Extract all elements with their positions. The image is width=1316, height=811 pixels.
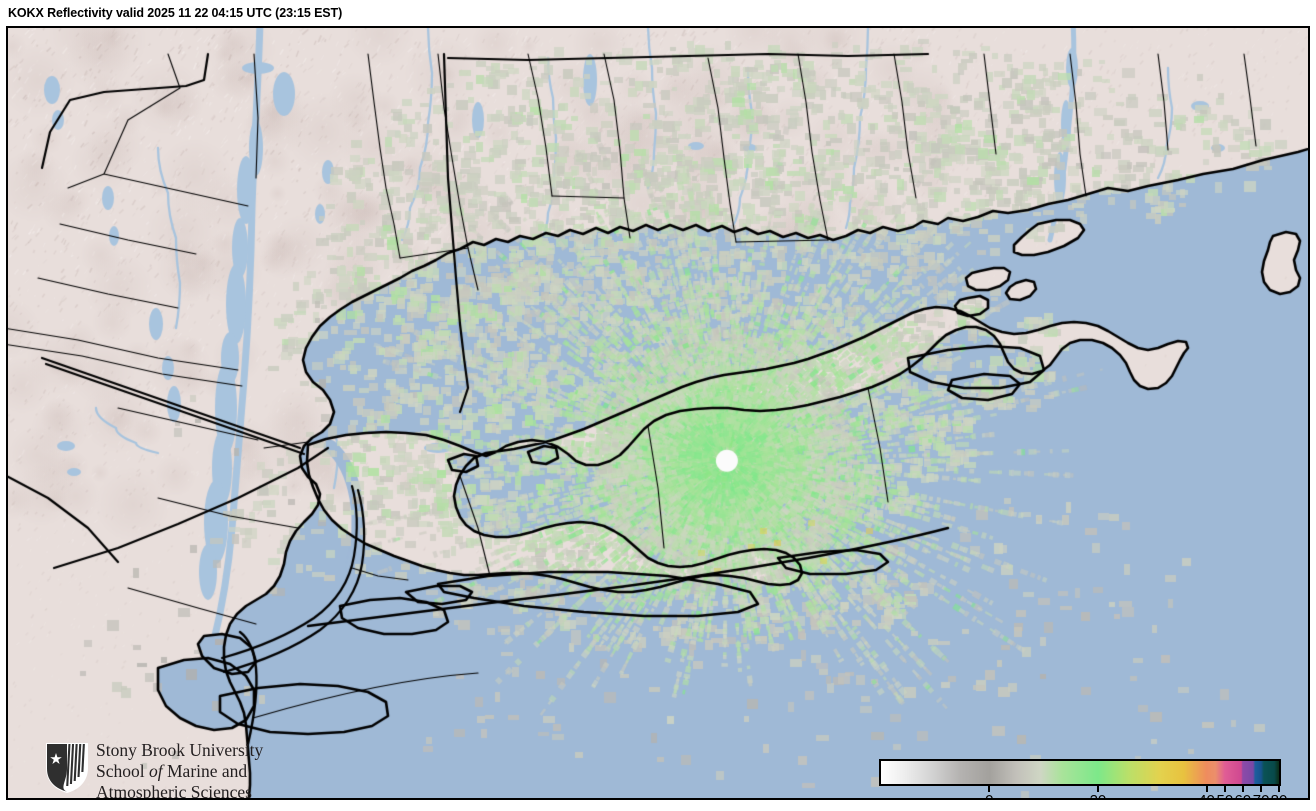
colorbar-tick-label: 50 — [1217, 792, 1234, 798]
colorbar-tick-label: 60 — [1234, 792, 1251, 798]
colorbar-tick-label: 70 — [1253, 792, 1270, 798]
colorbar-tick — [1278, 786, 1280, 792]
colorbar-tick — [1260, 786, 1263, 792]
colorbar-tick-label: 80 — [1271, 792, 1288, 798]
title-bar: KOKX Reflectivity valid 2025 11 22 04:15… — [8, 3, 1308, 23]
colorbar-tick — [988, 786, 991, 792]
radar-map-frame[interactable]: Stony Brook University School of Marine … — [6, 26, 1310, 800]
colorbar-tick-label: 40 — [1198, 792, 1215, 798]
colorbar-tick-label: 0 — [985, 792, 993, 798]
colorbar-ticks — [879, 786, 1281, 793]
colorbar-tick — [1205, 786, 1208, 792]
page-title: KOKX Reflectivity valid 2025 11 22 04:15… — [8, 6, 343, 20]
reflectivity-colorbar: 0 20 4050607080 — [879, 759, 1287, 798]
colorbar-tick — [1096, 786, 1099, 792]
radar-map-canvas[interactable] — [8, 28, 1308, 798]
colorbar-tick-labels: 0 20 4050607080 — [879, 792, 1287, 798]
colorbar-tick-label: 20 — [1090, 792, 1107, 798]
colorbar-tick — [1241, 786, 1244, 792]
colorbar-tick — [1223, 786, 1226, 792]
colorbar-gradient — [879, 759, 1281, 786]
